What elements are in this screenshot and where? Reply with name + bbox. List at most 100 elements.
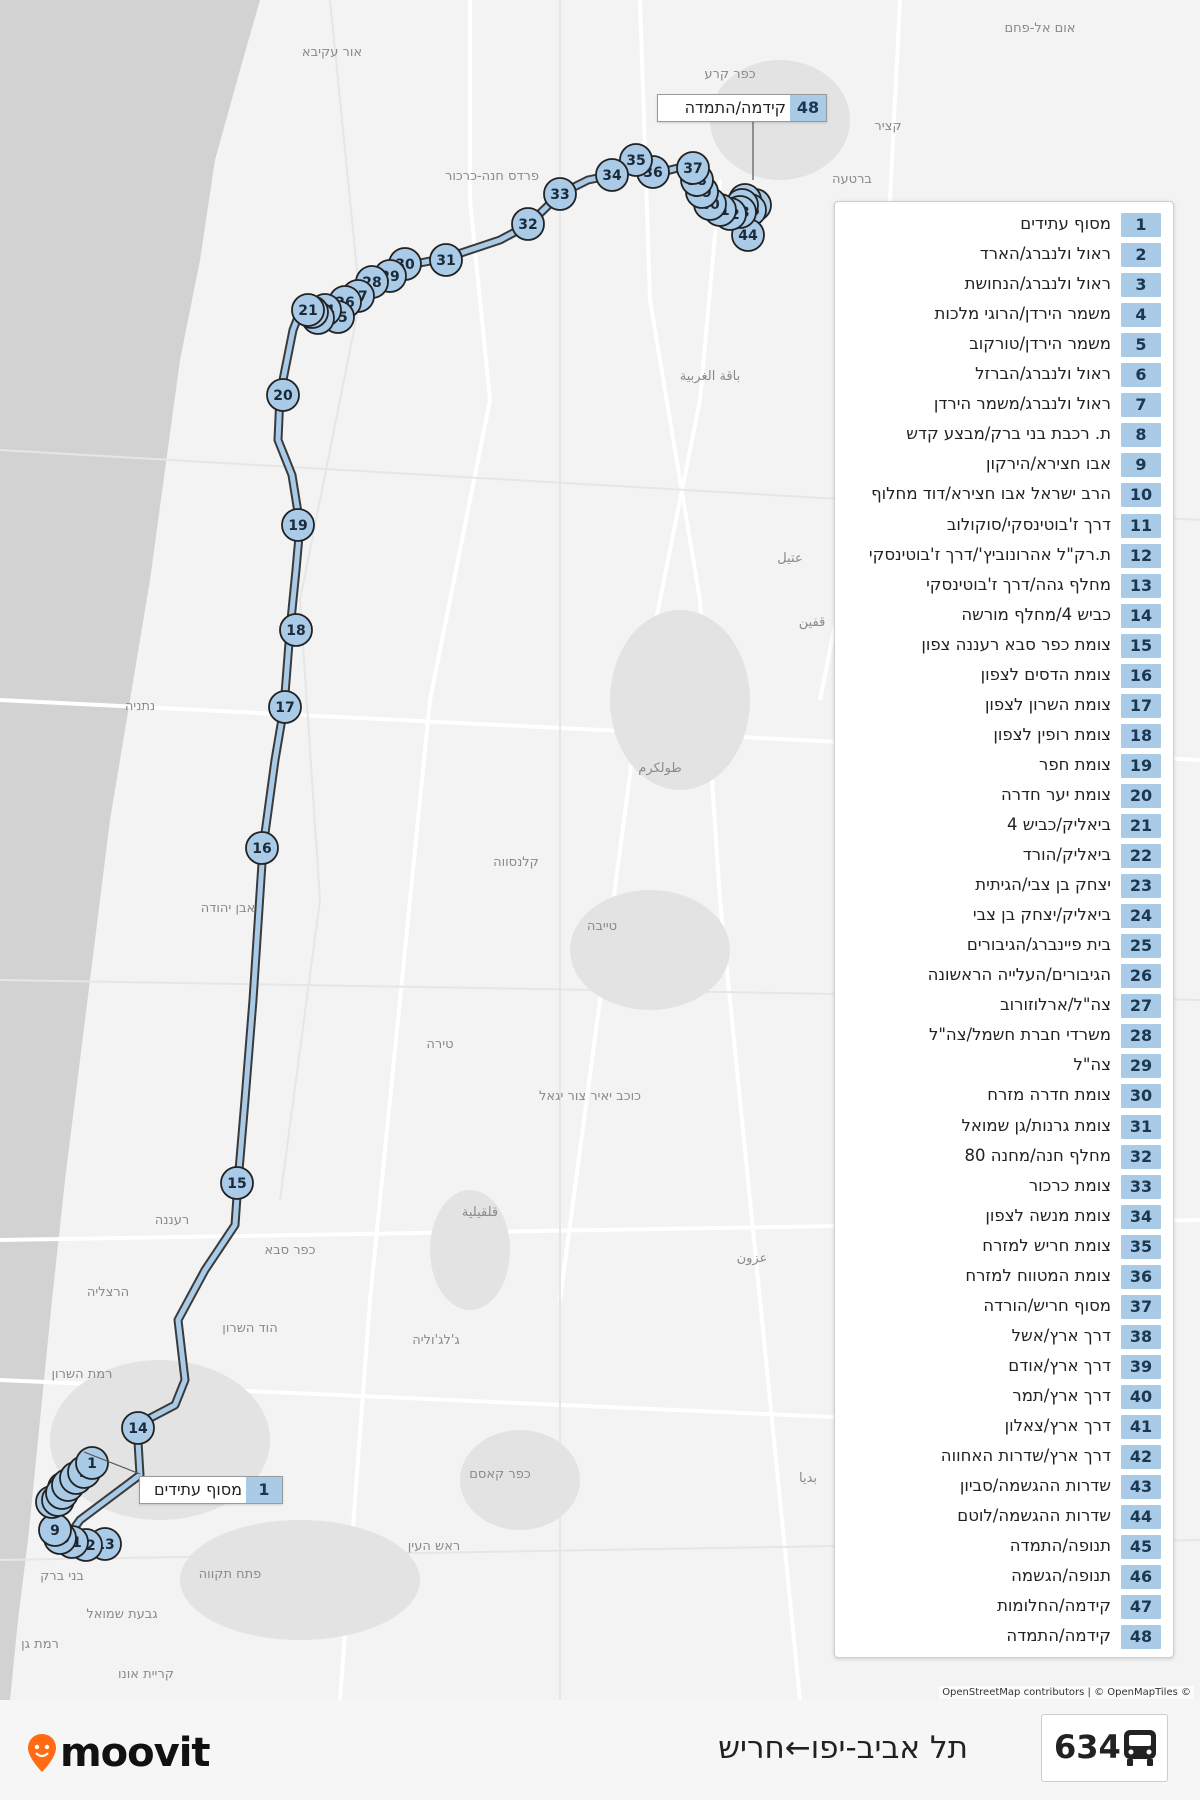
stop-number-badge: 40: [1121, 1384, 1161, 1409]
stop-list-item[interactable]: אבו חצירא/הירקון 9: [835, 450, 1173, 480]
stop-marker-circle: [266, 378, 300, 412]
stop-list-item[interactable]: צה"ל/ארלוזורוב 27: [835, 991, 1173, 1021]
stop-number-badge: 37: [1121, 1294, 1161, 1319]
stop-number-badge: 4: [1121, 303, 1161, 328]
map-attribution[interactable]: OpenStreetMap contributors | © OpenMapTi…: [939, 1686, 1194, 1699]
stop-list-item[interactable]: משרדי חברת חשמל/צה"ל 28: [835, 1021, 1173, 1051]
stop-marker[interactable]: 34: [595, 158, 629, 192]
stop-list-item[interactable]: יצחק בן צבי/הגיתית 23: [835, 871, 1173, 901]
stop-list-item[interactable]: תנופה/הגשמה 46: [835, 1562, 1173, 1592]
stop-marker[interactable]: 9: [38, 1513, 72, 1547]
stop-marker[interactable]: 37: [676, 151, 710, 185]
stop-number-badge: 14: [1121, 603, 1161, 628]
place-label: אבן יהודה: [201, 901, 255, 916]
stop-list-item[interactable]: דרך ארץ/צאלון 41: [835, 1412, 1173, 1442]
stop-list-item[interactable]: שדרות ההגשמה/לוטם 44: [835, 1502, 1173, 1532]
stop-list-item[interactable]: מחלף גהה/דרך ז'בוטינסקי 13: [835, 571, 1173, 601]
stop-list-item[interactable]: ת. רכבת בני ברק/מבצע קדש 8: [835, 420, 1173, 450]
stop-list-item[interactable]: מסוף חריש/הורדה 37: [835, 1292, 1173, 1322]
stop-list-item[interactable]: דרך ז'בוטינסקי/סוקולוב 11: [835, 511, 1173, 541]
stop-marker-number: 34: [602, 168, 622, 184]
stop-list-item[interactable]: ביאליק/יצחק בן צבי 24: [835, 901, 1173, 931]
stop-list-item[interactable]: צומת המטווח למזרח 36: [835, 1262, 1173, 1292]
stop-list-item[interactable]: צומת חריש למזרח 35: [835, 1232, 1173, 1262]
stop-list-item[interactable]: דרך ארץ/תמר 40: [835, 1382, 1173, 1412]
stop-number-badge: 17: [1121, 693, 1161, 718]
stop-list-item[interactable]: קידמה/החלומות 47: [835, 1592, 1173, 1622]
stop-name: צומת חפר: [1039, 754, 1111, 774]
stop-marker[interactable]: 14: [121, 1411, 155, 1445]
callout-number: 48: [790, 95, 826, 121]
stop-list-item[interactable]: צומת הדסים לצפון 16: [835, 661, 1173, 691]
place-label: عتيل: [777, 551, 802, 566]
stop-list-item[interactable]: דרך ארץ/שדרות האחווה 42: [835, 1442, 1173, 1472]
stop-list-item[interactable]: ביאליק/כביש 4 21: [835, 811, 1173, 841]
stop-list-item[interactable]: דרך ארץ/אודם 39: [835, 1352, 1173, 1382]
stop-name: דרך ארץ/אשל: [1011, 1325, 1111, 1345]
stop-list-item[interactable]: הגיבורים/העלייה הראשונה 26: [835, 961, 1173, 991]
place-label: بديا: [799, 1471, 817, 1486]
stop-marker[interactable]: 18: [279, 613, 313, 647]
stop-marker[interactable]: 32: [511, 207, 545, 241]
stop-list-item[interactable]: צומת כפר סבא רעננה צפון 15: [835, 631, 1173, 661]
stop-name: שדרות ההגשמה/סביון: [959, 1476, 1111, 1496]
stop-list-item[interactable]: משמר הירדן/הרוגי מלכות 4: [835, 300, 1173, 330]
stop-list-panel[interactable]: מסוף עתידים 1 ראול ולנברג/הארד 2 ראול ולנברג…: [834, 201, 1174, 1658]
stop-list-item[interactable]: צומת כרכור 33: [835, 1172, 1173, 1202]
stop-marker-number: 35: [626, 153, 645, 169]
stop-list-item[interactable]: ראול ולנברג/הארד 2: [835, 240, 1173, 270]
stop-marker[interactable]: 35: [619, 143, 653, 177]
stop-marker[interactable]: 1: [75, 1446, 109, 1480]
stop-list-item[interactable]: שדרות ההגשמה/סביון 43: [835, 1472, 1173, 1502]
stop-list-item[interactable]: משמר הירדן/טורקוב 5: [835, 330, 1173, 360]
stop-list-item[interactable]: צומת מנשה לצפון 34: [835, 1202, 1173, 1232]
stop-number-badge: 45: [1121, 1535, 1161, 1560]
stop-marker[interactable]: 19: [281, 508, 315, 542]
stop-number-badge: 9: [1121, 453, 1161, 478]
stop-list-item[interactable]: כביש 4/מחלף מורשה 14: [835, 601, 1173, 631]
stop-list-item[interactable]: צה"ל 29: [835, 1051, 1173, 1081]
stop-list-item[interactable]: צומת חדרה מזרח 30: [835, 1081, 1173, 1111]
stop-list-item[interactable]: קידמה/התמדה 48: [835, 1622, 1173, 1652]
stop-marker[interactable]: 21: [291, 293, 325, 327]
stop-marker[interactable]: 15: [220, 1166, 254, 1200]
stop-list-item[interactable]: צומת חפר 19: [835, 751, 1173, 781]
stop-list-item[interactable]: הרב ישראל אבו חצירא/דוד מחלוף 10: [835, 480, 1173, 510]
stop-list-item[interactable]: ביאליק/הורד 22: [835, 841, 1173, 871]
stop-list-item[interactable]: צומת גרנות/גן שמואל 31: [835, 1112, 1173, 1142]
stop-list-item[interactable]: ראול ולנברג/הנחושת 3: [835, 270, 1173, 300]
stop-marker-circle: [121, 1411, 155, 1445]
stop-marker[interactable]: 31: [429, 243, 463, 277]
stop-list-item[interactable]: בית פיינברג/הגיבורים 25: [835, 931, 1173, 961]
stop-marker-circle: [281, 508, 315, 542]
stop-number-badge: 15: [1121, 633, 1161, 658]
stop-marker[interactable]: 17: [268, 690, 302, 724]
stop-list-item[interactable]: תנופה/התמדה 45: [835, 1532, 1173, 1562]
stop-marker[interactable]: 33: [543, 177, 577, 211]
stop-marker[interactable]: 16: [245, 831, 279, 865]
stop-marker-number: 18: [286, 623, 305, 639]
stop-list-item[interactable]: דרך ארץ/אשל 38: [835, 1322, 1173, 1352]
stop-list-item[interactable]: מסוף עתידים 1: [835, 210, 1173, 240]
stop-marker[interactable]: 20: [266, 378, 300, 412]
stop-name: ראול ולנברג/הארד: [979, 244, 1111, 264]
stop-number-badge: 48: [1121, 1625, 1161, 1650]
stop-number-badge: 33: [1121, 1174, 1161, 1199]
stop-list-item[interactable]: מחלף חנה/מחנה 80 32: [835, 1142, 1173, 1172]
stop-number-badge: 46: [1121, 1565, 1161, 1590]
stop-name: צומת יער חדרה: [1000, 784, 1111, 804]
stop-list-item[interactable]: צומת רופין לצפון 18: [835, 721, 1173, 751]
stop-list-item[interactable]: ראול ולנברג/משמר הירדן 7: [835, 390, 1173, 420]
stop-marker-number: 15: [227, 1176, 246, 1192]
stop-name: צה"ל: [1073, 1055, 1111, 1075]
stop-list-item[interactable]: ת.רק"ל אהרונוביץ'/דרך ז'בוטינסקי 12: [835, 541, 1173, 571]
stop-list-item[interactable]: ראול ולנברג/הברזל 6: [835, 360, 1173, 390]
stop-list-item[interactable]: צומת יער חדרה 20: [835, 781, 1173, 811]
place-label: הוד השרון: [222, 1321, 277, 1336]
callout-stop-48[interactable]: קידמה/התמדה 48: [657, 94, 827, 122]
stop-list-item[interactable]: צומת השרון לצפון 17: [835, 691, 1173, 721]
line-number: 634: [1054, 1728, 1121, 1766]
callout-stop-1[interactable]: מסוף עתידים 1: [139, 1476, 283, 1504]
stop-number-badge: 8: [1121, 423, 1161, 448]
stop-name: דרך ארץ/אודם: [1008, 1355, 1111, 1375]
